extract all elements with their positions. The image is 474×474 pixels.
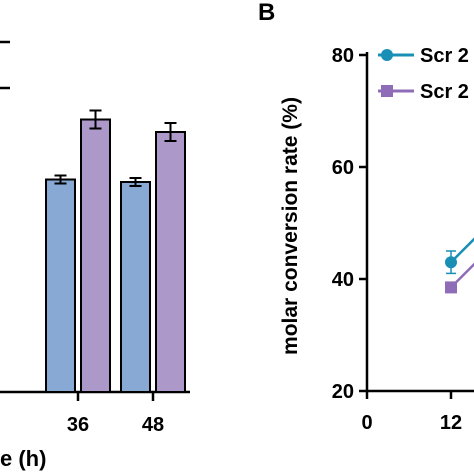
data-point xyxy=(445,281,457,294)
line-y-ticks: 20 40 60 80 xyxy=(332,45,367,403)
legend-label: Scr 2 xyxy=(420,45,469,67)
series-line xyxy=(450,262,474,289)
line-x-tick-label: 0 xyxy=(361,412,372,434)
panel-label-b: B xyxy=(258,0,275,26)
bar-chart-panel: 36 48 e (h) xyxy=(0,40,190,471)
line-x-ticks: 0 12 xyxy=(361,391,462,434)
line-x-tick-label: 12 xyxy=(440,412,462,434)
bar-x-axis-label: e (h) xyxy=(0,446,46,471)
bars-layer xyxy=(45,109,186,393)
line-chart-panel: B molar conversion rate (%) 20 40 60 80 0 12… xyxy=(258,0,474,434)
line-y-tick-label: 80 xyxy=(332,45,354,67)
legend-label: Scr 2 xyxy=(420,81,469,103)
series-line xyxy=(450,237,474,264)
bar xyxy=(155,131,186,393)
line-y-axis-label: molar conversion rate (%) xyxy=(279,97,302,355)
data-point xyxy=(445,256,457,269)
bar xyxy=(80,118,111,393)
line-y-tick-label: 20 xyxy=(332,381,354,403)
bar-x-tick-label: 36 xyxy=(67,414,89,436)
line-y-tick-label: 60 xyxy=(332,157,354,179)
bar xyxy=(45,178,76,393)
bar-x-tick-label: 48 xyxy=(142,414,164,436)
bar-x-ticks: 36 48 xyxy=(67,392,164,436)
line-y-tick-label: 40 xyxy=(332,269,354,291)
line-series-layer xyxy=(445,237,474,294)
legend-marker xyxy=(381,85,393,97)
legend-marker xyxy=(381,49,393,61)
legend: Scr 2 Scr 2 xyxy=(378,45,469,103)
bar xyxy=(120,181,151,393)
